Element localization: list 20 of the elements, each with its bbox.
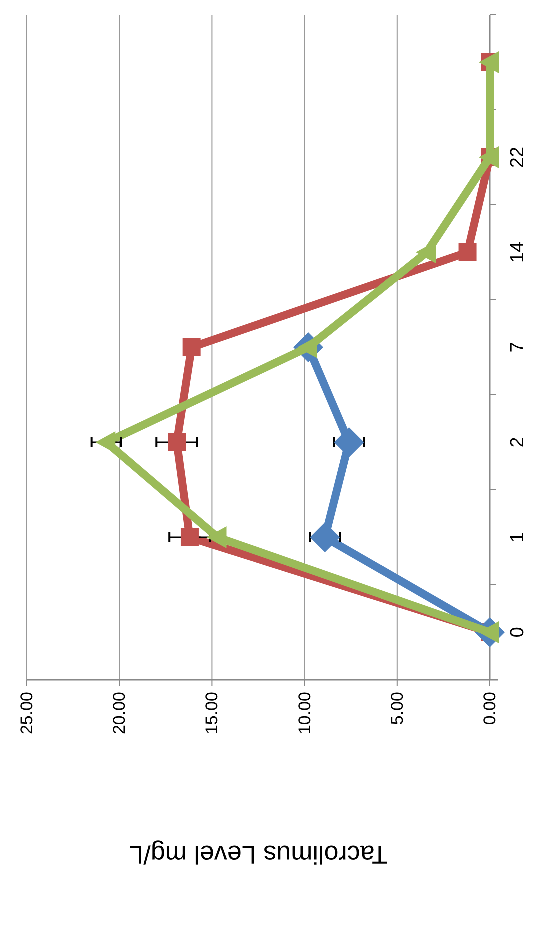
point (168, 434, 186, 452)
x-tick-label: 25.00 (18, 692, 36, 735)
point (310, 522, 340, 552)
point (458, 244, 477, 262)
x-tick-label: 15.00 (202, 692, 222, 735)
x-tick-label: 20.00 (110, 692, 130, 735)
y-tick-label: 22 (508, 146, 528, 168)
point (182, 338, 201, 356)
x-tick-label: 0.00 (480, 692, 500, 726)
point (334, 428, 364, 458)
y-tick-label: 14 (508, 242, 528, 264)
x-axis-title: Tacrolimus Level mg/L (129, 840, 388, 870)
y-tick-label: 1 (508, 532, 528, 543)
y-tick-label: 2 (508, 437, 528, 448)
point (206, 526, 227, 548)
point (180, 528, 199, 546)
x-tick-label: 10.00 (295, 692, 314, 735)
x-tick-label: 5.00 (388, 692, 407, 726)
y-tick-label: 0 (508, 627, 528, 638)
y-tick-label: 7 (508, 342, 528, 353)
